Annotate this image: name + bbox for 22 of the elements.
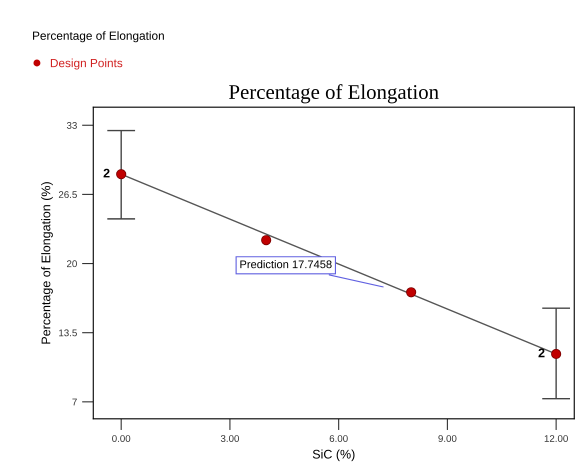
chart-subtitle: Percentage of Elongation — [33, 31, 164, 42]
y-tick-label: 26.5 — [58, 191, 77, 198]
point — [551, 348, 562, 360]
x-tick-label: 9.00 — [438, 435, 456, 442]
point — [261, 235, 272, 246]
annotation: 2 — [538, 348, 545, 358]
y-tick-label: 13.5 — [59, 329, 77, 336]
x-axis-title: SiC (%) — [312, 449, 355, 462]
chart-title: Percentage of Elongation — [229, 84, 439, 104]
point — [406, 287, 416, 298]
legend-label: Design Points — [50, 58, 122, 70]
x-tick-label: 3.00 — [220, 435, 240, 442]
y-axis-title: Percentage of Elongation (%) — [41, 182, 53, 344]
x-tick-label: 0.00 — [112, 435, 130, 442]
y-tick-label: 7 — [72, 398, 77, 406]
annotation: 2 — [104, 168, 110, 178]
point — [116, 169, 126, 180]
x-tick-label: 6.00 — [330, 435, 348, 442]
y-tick-label: 33 — [66, 122, 77, 129]
x-tick-label: 12.00 — [544, 435, 568, 442]
annotation: Prediction 17.7458 — [240, 260, 332, 268]
y-tick-label: 20 — [66, 260, 77, 268]
